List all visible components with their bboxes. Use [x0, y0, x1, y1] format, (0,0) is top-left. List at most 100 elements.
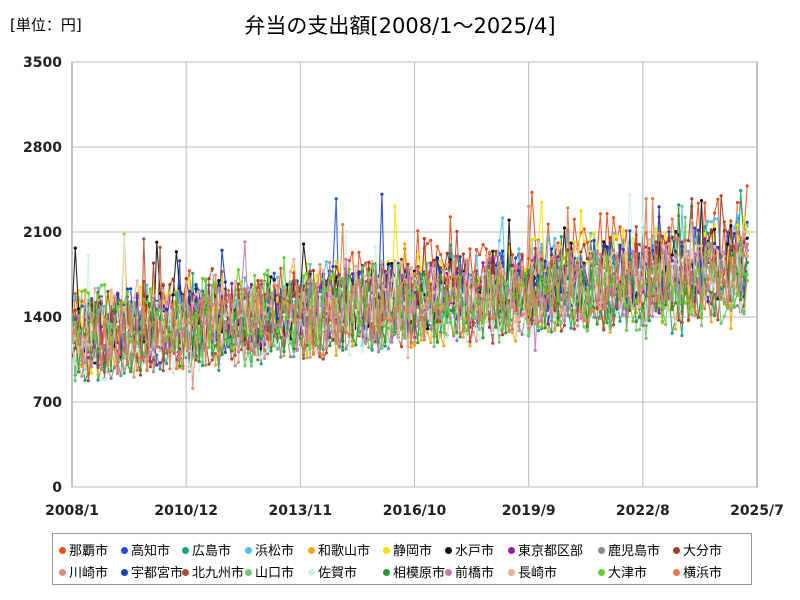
series-15-point — [608, 297, 612, 301]
series-12-point — [187, 289, 191, 293]
series-4-point — [103, 304, 107, 308]
series-20-point — [572, 267, 576, 271]
series-19-point — [439, 303, 443, 307]
series-11-point — [233, 364, 237, 368]
series-16-point — [481, 336, 485, 340]
series-4-point — [474, 254, 479, 258]
series-20-point — [168, 367, 172, 371]
series-11-point — [693, 314, 697, 318]
series-12-point — [543, 259, 547, 263]
series-20-point — [90, 311, 94, 315]
series-19-point — [357, 321, 361, 325]
series-15-point — [373, 244, 377, 248]
series-14-point — [553, 321, 557, 325]
series-17-point — [360, 329, 364, 333]
series-13-point — [677, 318, 681, 322]
series-8-point — [582, 263, 586, 267]
series-16-point — [507, 263, 511, 267]
series-9-point — [549, 319, 554, 323]
series-3-point — [83, 378, 87, 382]
series-20-point — [344, 331, 348, 335]
series-1-point — [598, 212, 603, 216]
series-19-point — [151, 337, 156, 341]
series-17-point — [390, 340, 394, 344]
series-19-point — [103, 283, 107, 287]
series-12-point — [390, 264, 394, 268]
series-15-point — [478, 338, 482, 342]
series-20-point — [465, 316, 469, 320]
series-17-point — [494, 268, 498, 272]
series-18-point — [673, 257, 678, 261]
series-11-point — [213, 273, 218, 277]
series-9-point — [112, 366, 116, 370]
series-18-point — [151, 294, 156, 298]
series-16-point — [138, 368, 143, 372]
series-14-point — [187, 369, 191, 373]
series-19-point — [178, 327, 182, 331]
legend-swatch — [245, 569, 252, 576]
series-20-point — [282, 288, 286, 292]
series-1-point — [716, 197, 720, 201]
series-6-point — [703, 232, 707, 236]
series-18-point — [318, 264, 322, 268]
series-20-point — [197, 313, 201, 317]
series-17-point — [435, 315, 439, 319]
series-16-point — [220, 353, 224, 357]
series-17-point — [262, 340, 267, 344]
series-5-point — [253, 353, 257, 357]
series-20-point — [435, 304, 439, 308]
series-14-point — [624, 328, 629, 333]
series-15-point — [266, 349, 270, 353]
series-17-point — [416, 324, 420, 328]
series-2-point — [514, 256, 518, 260]
series-14-point — [380, 346, 384, 350]
series-17-point — [549, 312, 554, 316]
series-5-point — [439, 333, 443, 337]
series-19-point — [243, 326, 247, 330]
series-11-point — [576, 324, 580, 328]
series-14-point — [706, 265, 710, 269]
series-20-point — [109, 342, 113, 346]
series-16-point — [112, 308, 116, 312]
series-20-point — [540, 314, 544, 318]
series-20-point — [726, 304, 730, 308]
series-13-point — [471, 323, 475, 327]
series-9-point — [416, 305, 420, 309]
series-16-point — [288, 329, 293, 334]
legend-label: 東京都区部 — [518, 544, 584, 559]
series-19-point — [624, 304, 629, 308]
series-18-point — [722, 260, 727, 264]
series-20-point — [546, 289, 550, 293]
series-19-point — [328, 276, 332, 280]
series-4-point — [308, 262, 312, 266]
series-19-point — [621, 284, 625, 288]
series-12-point — [657, 205, 661, 209]
series-6-point — [735, 223, 740, 227]
series-1-point — [468, 247, 472, 251]
series-20-point — [93, 330, 97, 334]
series-2-point — [272, 271, 276, 275]
series-19-point — [321, 277, 325, 281]
series-1-point — [73, 292, 77, 296]
series-18-point — [638, 305, 642, 309]
series-17-point — [533, 348, 537, 352]
series-19-point — [409, 298, 413, 302]
series-17-point — [686, 249, 691, 253]
series-17-point — [174, 331, 178, 335]
series-5-point — [540, 324, 544, 328]
series-20-point — [112, 347, 116, 351]
series-17-point — [197, 299, 201, 303]
series-10-point — [207, 277, 211, 281]
series-12-point — [435, 258, 439, 262]
series-1-point — [624, 229, 629, 233]
series-14-point — [742, 312, 746, 316]
series-16-point — [86, 320, 90, 324]
series-17-point — [667, 289, 671, 293]
legend-item: 大分市 — [673, 540, 722, 559]
series-20-point — [350, 285, 355, 289]
series-17-point — [719, 258, 723, 262]
series-6-point — [386, 259, 390, 263]
series-13-point — [559, 329, 563, 333]
series-1-point — [481, 243, 485, 247]
series-18-point — [266, 303, 270, 307]
